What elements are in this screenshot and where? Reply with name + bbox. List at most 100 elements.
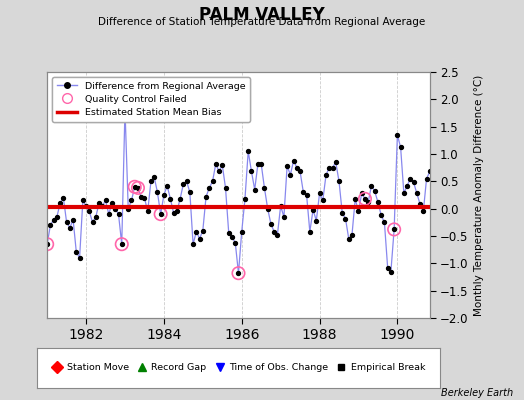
Point <box>293 164 301 171</box>
Point <box>247 168 256 175</box>
Point <box>66 225 74 231</box>
Point <box>397 144 405 151</box>
Point <box>59 194 68 201</box>
Point <box>315 190 324 196</box>
Point <box>325 164 333 171</box>
Point <box>160 192 168 198</box>
Point <box>409 179 418 186</box>
Point <box>380 219 389 226</box>
Point <box>212 161 220 167</box>
Point <box>425 168 434 175</box>
Point <box>419 208 428 214</box>
Point <box>72 249 81 256</box>
Point <box>176 196 184 202</box>
Point <box>348 232 356 238</box>
Point <box>322 172 330 178</box>
Point <box>234 270 243 276</box>
Point <box>173 208 181 214</box>
Text: PALM VALLEY: PALM VALLEY <box>199 6 325 24</box>
Point <box>134 185 142 191</box>
Y-axis label: Monthly Temperature Anomaly Difference (°C): Monthly Temperature Anomaly Difference (… <box>474 74 484 316</box>
Point <box>361 196 369 202</box>
Point <box>117 241 126 247</box>
Point <box>130 184 139 190</box>
Point <box>361 196 369 202</box>
Point <box>338 210 346 216</box>
Point <box>357 190 366 196</box>
Point <box>237 228 246 235</box>
Point <box>257 161 265 167</box>
Point <box>53 214 61 220</box>
Point <box>182 178 191 184</box>
Point <box>234 270 243 276</box>
Point <box>169 210 178 216</box>
Point <box>195 236 204 242</box>
Point <box>400 190 408 196</box>
Point <box>367 182 376 189</box>
Point <box>302 192 311 198</box>
Point <box>124 206 133 212</box>
Point <box>153 189 161 196</box>
Point <box>199 227 207 234</box>
Point <box>329 164 337 171</box>
Point <box>56 200 64 206</box>
Point <box>370 188 379 194</box>
Point <box>309 206 317 213</box>
Point <box>296 168 304 175</box>
Point <box>144 208 152 214</box>
Point <box>351 196 359 202</box>
Point <box>345 236 353 242</box>
Point <box>267 221 275 227</box>
Point <box>163 182 171 189</box>
Point <box>280 214 288 220</box>
Point <box>406 175 414 182</box>
Point <box>121 106 129 112</box>
Point <box>231 239 239 246</box>
Point <box>49 216 58 223</box>
Point <box>89 219 97 226</box>
Point <box>225 230 233 236</box>
Point <box>377 212 385 218</box>
Point <box>390 226 398 233</box>
Point <box>209 178 217 184</box>
Point <box>218 162 226 168</box>
Point <box>43 241 51 247</box>
Point <box>92 214 100 220</box>
Point <box>215 168 223 175</box>
Point <box>101 197 110 204</box>
Point <box>254 161 262 167</box>
Point <box>264 206 272 212</box>
Point <box>335 178 343 184</box>
Point <box>260 185 269 191</box>
Point <box>137 194 145 200</box>
Point <box>134 185 142 191</box>
Point <box>85 208 93 214</box>
Text: Difference of Station Temperature Data from Regional Average: Difference of Station Temperature Data f… <box>99 17 425 27</box>
Point <box>117 241 126 247</box>
Point <box>105 211 113 217</box>
Point <box>354 208 363 214</box>
Point <box>157 211 165 217</box>
Point <box>157 211 165 217</box>
Point <box>403 182 411 189</box>
Point <box>244 148 253 154</box>
Point <box>82 203 90 209</box>
Point <box>121 106 129 112</box>
Point <box>192 228 201 235</box>
Point <box>202 194 210 200</box>
Point <box>374 199 382 205</box>
Point <box>150 174 158 180</box>
Point <box>270 228 278 235</box>
Point <box>43 241 51 247</box>
Point <box>283 163 291 169</box>
Point <box>364 199 373 205</box>
Point <box>166 196 174 202</box>
Point <box>390 226 398 233</box>
Point <box>319 197 327 204</box>
Legend: Difference from Regional Average, Quality Control Failed, Estimated Station Mean: Difference from Regional Average, Qualit… <box>52 77 250 122</box>
Point <box>140 194 149 201</box>
Point <box>221 185 230 191</box>
Point <box>75 255 84 261</box>
Point <box>95 200 103 206</box>
Point <box>393 132 401 138</box>
